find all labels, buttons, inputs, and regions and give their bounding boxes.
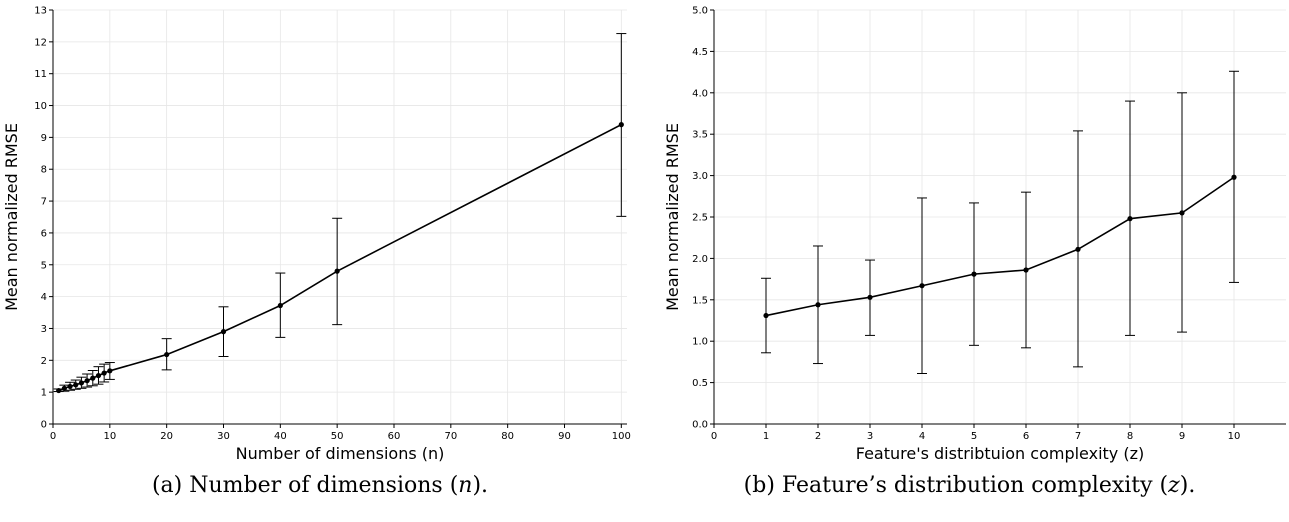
series-line — [765, 176, 1235, 317]
y-tick-label: 8 — [41, 165, 47, 176]
y-tick-label: 1 — [41, 388, 47, 399]
x-tick-label: 5 — [971, 431, 977, 442]
y-tick-label: 12 — [34, 37, 47, 48]
x-tick-label: 50 — [331, 431, 344, 442]
y-tick-label: 7 — [41, 197, 47, 208]
data-point — [61, 385, 67, 391]
y-axis-label: Mean normalized RMSE — [2, 123, 21, 311]
data-point — [1127, 216, 1133, 222]
data-point — [220, 329, 227, 335]
data-point — [334, 268, 340, 274]
x-tick-label: 40 — [274, 431, 287, 442]
y-tick-label: 4 — [41, 292, 47, 303]
data-point — [763, 312, 769, 319]
data-point — [1075, 246, 1081, 252]
y-tick-label: 4.5 — [692, 47, 708, 58]
grid — [713, 9, 1286, 425]
y-tick-label: 6 — [41, 228, 47, 239]
y-tick-label: 0.0 — [692, 420, 708, 431]
y-tick-label: 1.5 — [692, 295, 708, 306]
data-point — [1231, 174, 1237, 180]
data-point — [618, 122, 624, 128]
y-axis-label: Mean normalized RMSE — [663, 123, 682, 311]
x-tick-label: 100 — [612, 431, 631, 442]
y-tick-label: 10 — [34, 101, 47, 112]
y-tick-label: 2 — [41, 356, 47, 367]
y-tick-label: 3.0 — [692, 171, 708, 182]
data-point — [67, 383, 73, 390]
x-tick-label: 4 — [919, 431, 925, 442]
data-point — [1179, 210, 1185, 216]
x-tick-label: 8 — [1127, 431, 1133, 442]
x-tick-label: 80 — [501, 431, 514, 442]
series-line — [58, 123, 622, 392]
data-point — [78, 380, 85, 386]
x-axis-label: Feature's distribtuion complexity (z) — [856, 444, 1145, 463]
chart-panel-dimensions: 0 10 20 30 40 50 60 70 80 90 100 0 1 2 3 4 5 6 7 8 9 10 11 12 13… — [0, 0, 640, 522]
y-tick-label: 0 — [41, 420, 47, 431]
data-point — [277, 302, 283, 309]
x-tick-label: 0 — [711, 431, 717, 442]
x-tick-label: 60 — [388, 431, 401, 442]
y-tick-label: 3.5 — [692, 130, 708, 141]
data-point — [164, 351, 170, 358]
x-tick-label: 90 — [558, 431, 571, 442]
data-point — [919, 283, 925, 289]
x-tick-label: 70 — [444, 431, 457, 442]
data-point — [56, 387, 62, 394]
y-tick-label: 5.0 — [692, 6, 708, 17]
y-tick-label: 1.0 — [692, 337, 708, 348]
caption-dimensions: (a) Number of dimensions (n). — [151, 473, 489, 498]
y-tick-label: 13 — [34, 6, 47, 17]
x-tick-label: 0 — [50, 431, 56, 442]
y-tick-label: 3 — [41, 324, 47, 335]
x-tick-label: 6 — [1023, 431, 1029, 442]
x-tick-label: 7 — [1075, 431, 1081, 442]
x-tick-label: 20 — [160, 431, 173, 442]
data-point — [1023, 267, 1029, 273]
chart-dimensions: 0 10 20 30 40 50 60 70 80 90 100012345678910111213… — [2, 6, 631, 464]
caption-complexity: (b) Feature’s distribution complexity (z… — [743, 473, 1196, 498]
x-tick-label: 9 — [1179, 431, 1185, 442]
chart-panel-complexity: 0 1 2 3 4 5 6 7 8 9 10 0.0 0.5 1.0 1.5 2.0 2.5 3.0 3.5 4.0 4… — [650, 0, 1289, 522]
data-point — [971, 271, 977, 277]
x-tick-label: 30 — [217, 431, 230, 442]
data-point — [90, 375, 96, 381]
y-tick-label: 4.0 — [692, 88, 708, 99]
chart-complexity: 0 1 2 3 4 5 6 7 8 9 10 0.0 0.5 1.0 1.5 2.0 2.5 3.0 3.5 4.0 4… — [663, 6, 1286, 463]
data-point — [815, 302, 821, 308]
data-point — [101, 370, 107, 376]
data-point — [95, 372, 102, 379]
series — [53, 33, 627, 394]
y-tick-label: 2.5 — [692, 213, 708, 224]
x-tick-label: 2 — [815, 431, 821, 442]
y-tick-label: 0.5 — [692, 378, 708, 389]
x-tick-label: 1 — [763, 431, 769, 442]
data-point — [107, 368, 113, 374]
y-tick-label: 9 — [41, 133, 47, 144]
data-point — [73, 382, 79, 388]
y-tick-label: 5 — [41, 260, 47, 271]
x-tick-label: 10 — [103, 431, 116, 442]
x-tick-label: 3 — [867, 431, 873, 442]
x-axis-label: Number of dimensions (n) — [236, 444, 445, 463]
data-point — [867, 294, 873, 300]
y-tick-label: 2.0 — [692, 254, 708, 265]
x-tick-label: 10 — [1228, 431, 1241, 442]
series — [761, 70, 1239, 374]
y-tick-label: 11 — [34, 69, 47, 80]
data-point — [84, 378, 90, 384]
